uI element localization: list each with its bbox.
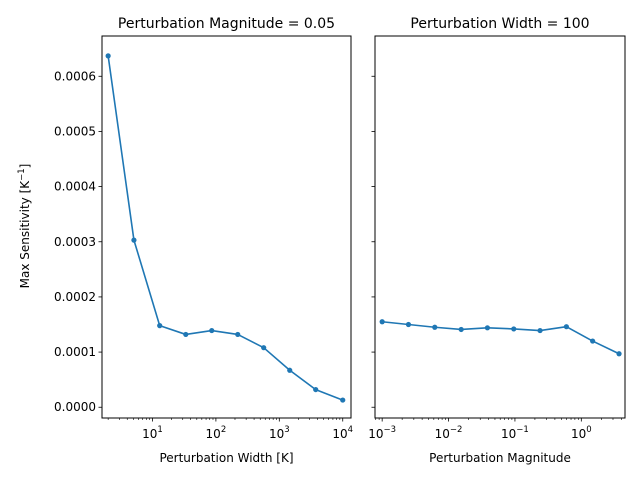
left-data-point	[261, 345, 267, 351]
right-x-axis-label: Perturbation Magnitude	[429, 451, 571, 465]
left-x-tick-label: 101	[142, 425, 163, 441]
right-x-tick-label: 100	[571, 425, 592, 441]
left-y-axis-label-main: Max Sensitivity [K	[18, 180, 32, 289]
right-data-point	[511, 326, 517, 332]
left-data-point	[313, 386, 319, 393]
right-data-point	[590, 338, 596, 344]
right-chart-title: Perturbation Width = 100	[410, 16, 589, 32]
left-y-tick-label: 0.0005	[54, 124, 96, 138]
left-data-point	[131, 237, 137, 243]
left-chart-title: Perturbation Magnitude = 0.05	[118, 16, 335, 32]
left-series	[105, 53, 346, 403]
left-data-point	[235, 331, 241, 338]
right-data-point	[537, 327, 543, 334]
right-data-point	[616, 351, 622, 357]
left-data-point	[287, 367, 293, 373]
right-data-point	[458, 326, 464, 333]
right-x-tick-label: 10−3	[368, 425, 396, 441]
left-data-point	[157, 323, 163, 329]
left-y-tick-label: 0.0003	[54, 235, 96, 249]
right-x-tick-label: 10−2	[435, 425, 463, 441]
left-axes-frame	[101, 35, 352, 419]
right-axes-frame	[374, 35, 626, 419]
left-y-tick-label: 0.0000	[54, 400, 96, 414]
left-data-point	[209, 327, 215, 334]
right-series-line	[382, 320, 620, 355]
left-data-point	[340, 397, 346, 403]
left-series-line	[107, 55, 344, 401]
left-x-axis-label: Perturbation Width [K]	[159, 451, 293, 465]
left-x-tick-label: 104	[332, 425, 353, 441]
left-grid-ticks: 0.0000 0.0001 0.0002 0.0003 0.0004 0.0005 0.00…	[54, 69, 353, 441]
right-x-tick-label: 10−1	[501, 425, 529, 441]
left-data-point	[183, 331, 189, 338]
right-data-point	[379, 319, 385, 325]
left-chart: Perturbation Magnitude = 0.05 Perturbati…	[17, 16, 353, 465]
right-data-point	[563, 324, 569, 330]
left-data-point	[105, 53, 111, 59]
left-y-axis-label: Max Sensitivity [K−1]	[17, 164, 32, 289]
left-y-tick-label: 0.0002	[54, 290, 96, 304]
left-y-axis-label-superscript: −1	[17, 168, 27, 181]
right-series	[379, 319, 622, 357]
left-x-tick-label: 103	[269, 425, 290, 441]
right-data-point	[484, 325, 491, 331]
right-chart: Perturbation Width = 100 Perturbation Ma…	[368, 16, 626, 465]
left-x-tick-label: 102	[206, 425, 227, 441]
left-y-tick-label: 0.0006	[54, 69, 96, 83]
right-data-point	[405, 321, 412, 328]
left-y-axis-label-close: ]	[18, 164, 32, 169]
right-data-point	[432, 324, 438, 330]
left-y-tick-label: 0.0001	[54, 345, 96, 359]
left-y-tick-label: 0.0004	[54, 180, 96, 194]
